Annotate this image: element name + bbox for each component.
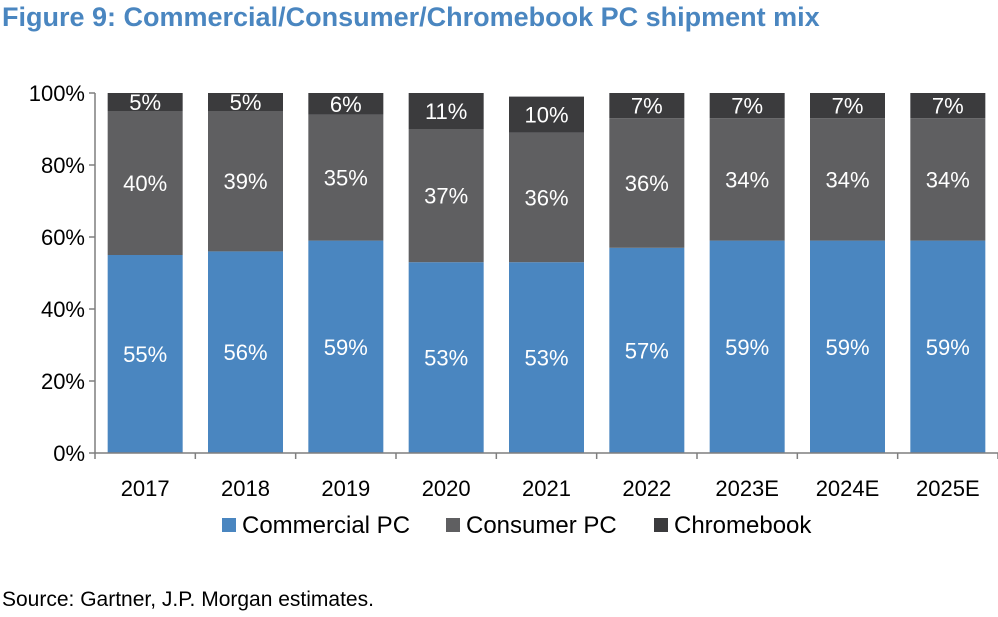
axes-layer: 2017 2018 2019 2020 2021 2022 2023E 2024E 2025E 0… bbox=[29, 81, 998, 501]
x-tick-label: 2024E bbox=[816, 476, 880, 501]
source-note: Source: Gartner, J.P. Morgan estimates. bbox=[2, 588, 374, 611]
data-label: 57% bbox=[625, 338, 669, 363]
x-tick-label: 2018 bbox=[221, 476, 270, 501]
bar-segment bbox=[208, 251, 283, 453]
bar-segment bbox=[910, 118, 986, 241]
data-label: 36% bbox=[625, 171, 669, 196]
bar-segment bbox=[408, 262, 484, 453]
bar-segment bbox=[709, 93, 785, 119]
bar-segment bbox=[208, 93, 283, 111]
bar-segment bbox=[308, 93, 384, 115]
x-tick-label: 2025E bbox=[916, 476, 980, 501]
bar-segment bbox=[408, 93, 484, 129]
bar-segment bbox=[107, 93, 183, 111]
data-label: 59% bbox=[926, 335, 970, 360]
data-label: 53% bbox=[524, 346, 568, 371]
data-label: 59% bbox=[324, 335, 368, 360]
bar-segment bbox=[107, 255, 183, 453]
bar-segment bbox=[509, 96, 584, 133]
data-label: 40% bbox=[123, 171, 167, 196]
bar-segment bbox=[509, 262, 584, 453]
bar-segment bbox=[709, 240, 785, 453]
data-label: 56% bbox=[223, 340, 267, 365]
x-tick-label: 2020 bbox=[422, 476, 471, 501]
data-label: 34% bbox=[825, 167, 869, 192]
data-label: 39% bbox=[223, 169, 267, 194]
data-label: 7% bbox=[832, 94, 864, 119]
data-label: 11% bbox=[425, 99, 467, 124]
x-tick-label: 2023E bbox=[715, 476, 779, 501]
bar-segment bbox=[910, 240, 986, 453]
bar-segment bbox=[609, 118, 685, 248]
bar-segment bbox=[910, 93, 986, 119]
bar-segment bbox=[208, 111, 283, 252]
bar-segment bbox=[810, 93, 885, 119]
bar-segment bbox=[308, 114, 384, 241]
y-tick-label: 80% bbox=[41, 153, 85, 178]
legend-swatch bbox=[222, 518, 236, 532]
data-label: 5% bbox=[230, 90, 262, 115]
data-label: 35% bbox=[324, 166, 368, 191]
bar-segment bbox=[810, 240, 885, 453]
legend-label: Chromebook bbox=[674, 512, 812, 539]
data-label: 34% bbox=[725, 167, 769, 192]
x-tick-label: 2021 bbox=[522, 476, 571, 501]
y-tick-label: 100% bbox=[29, 81, 85, 106]
y-tick-label: 60% bbox=[41, 225, 85, 250]
y-tick-label: 0% bbox=[53, 441, 85, 466]
data-label: 37% bbox=[424, 184, 468, 209]
figure-title: Figure 9: Commercial/Consumer/Chromebook… bbox=[2, 2, 820, 32]
legend-swatch bbox=[654, 518, 668, 532]
data-label: 10% bbox=[524, 103, 568, 128]
bar-segment bbox=[810, 118, 885, 241]
x-tick-label: 2017 bbox=[121, 476, 170, 501]
data-label: 36% bbox=[524, 185, 568, 210]
data-label: 7% bbox=[631, 94, 663, 119]
bar-segment bbox=[408, 129, 484, 263]
bars-layer: 55% 40% 5% 56% 39% 5% 59% 35% 6% 53% 37% 11% 53% 36% 1… bbox=[107, 90, 986, 453]
bar-segment bbox=[509, 132, 584, 263]
legend-label: Commercial PC bbox=[242, 512, 410, 539]
bar-segment bbox=[308, 240, 384, 453]
data-label: 59% bbox=[825, 335, 869, 360]
bar-segment bbox=[609, 247, 685, 453]
legend-swatch bbox=[446, 518, 460, 532]
bar-segment bbox=[107, 111, 183, 255]
data-label: 34% bbox=[926, 167, 970, 192]
stacked-bar-chart: 55% 40% 5% 56% 39% 5% 59% 35% 6% 53% 37% 11% 53% 36% 1… bbox=[29, 81, 998, 539]
legend-label: Consumer PC bbox=[466, 512, 617, 539]
data-label: 55% bbox=[123, 342, 167, 367]
data-label: 53% bbox=[424, 346, 468, 371]
x-tick-label: 2019 bbox=[321, 476, 370, 501]
bar-segment bbox=[709, 118, 785, 241]
data-label: 6% bbox=[330, 92, 362, 117]
data-label: 5% bbox=[129, 90, 161, 115]
data-label: 7% bbox=[932, 94, 964, 119]
data-label: 59% bbox=[725, 335, 769, 360]
bar-segment bbox=[609, 93, 685, 119]
legend: Commercial PC Consumer PC Chromebook bbox=[222, 512, 812, 539]
data-label: 7% bbox=[731, 94, 763, 119]
y-tick-label: 40% bbox=[41, 297, 85, 322]
x-tick-label: 2022 bbox=[622, 476, 671, 501]
y-tick-label: 20% bbox=[41, 369, 85, 394]
